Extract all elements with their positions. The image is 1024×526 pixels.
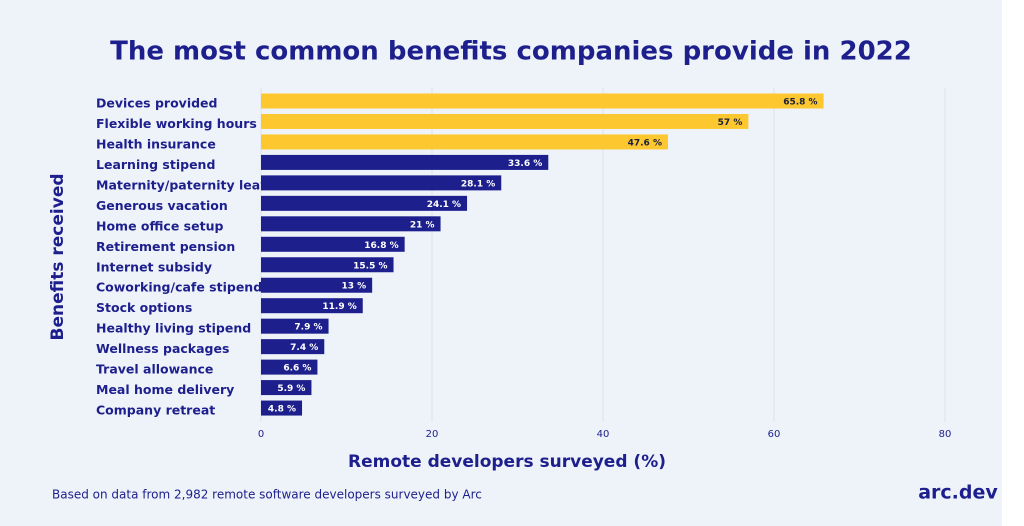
bar (261, 236, 405, 252)
bar (261, 400, 303, 416)
y-tick-label: Stock options (96, 300, 192, 315)
value-label: 15.5 % (353, 261, 387, 271)
y-tick-label: Healthy living stipend (96, 321, 251, 336)
bar (261, 216, 441, 232)
value-label: 4.8 % (268, 405, 296, 415)
bar (261, 339, 325, 355)
footnote: Based on data from 2,982 remote software… (52, 488, 482, 502)
x-tick-label: 0 (258, 429, 264, 440)
value-label: 33.6 % (508, 159, 542, 169)
y-tick-label: Travel allowance (96, 362, 213, 377)
y-tick-label: Wellness packages (96, 341, 229, 356)
value-label: 65.8 % (783, 98, 817, 108)
bar (261, 318, 329, 334)
value-label: 57 % (718, 118, 743, 128)
bar (261, 380, 312, 396)
value-label: 21 % (410, 220, 435, 230)
bar (261, 298, 363, 314)
x-tick-label: 80 (939, 429, 952, 440)
y-tick-label: Home office setup (96, 218, 223, 233)
y-tick-label: Internet subsidy (96, 259, 212, 274)
y-tick-label: Flexible working hours (96, 116, 257, 131)
bar (261, 359, 318, 375)
y-tick-label: Maternity/paternity leave (96, 177, 277, 192)
bar (261, 277, 373, 293)
x-tick-label: 20 (426, 429, 439, 440)
value-label: 24.1 % (427, 200, 461, 210)
value-label: 5.9 % (277, 384, 305, 394)
bar (261, 257, 394, 273)
value-label: 11.9 % (322, 302, 356, 312)
bar (261, 93, 824, 109)
x-tick-label: 60 (768, 429, 781, 440)
value-label: 47.6 % (628, 138, 662, 148)
chart-title: The most common benefits companies provi… (110, 37, 912, 67)
y-tick-label: Devices provided (96, 96, 217, 111)
y-tick-label: Meal home delivery (96, 382, 234, 397)
bar (261, 134, 668, 150)
bar (261, 195, 468, 211)
x-tick-label: 40 (597, 429, 610, 440)
brand: arc.dev (918, 482, 998, 504)
y-tick-label: Learning stipend (96, 157, 215, 172)
value-label: 7.9 % (294, 323, 322, 333)
bar (261, 175, 502, 191)
bar (261, 113, 749, 129)
y-tick-label: Company retreat (96, 403, 215, 418)
y-tick-label: Health insurance (96, 136, 216, 151)
value-label: 7.4 % (290, 343, 318, 353)
x-axis-label: Remote developers surveyed (%) (348, 452, 666, 472)
y-axis-label: Benefits received (48, 173, 68, 340)
y-tick-label: Generous vacation (96, 198, 228, 213)
value-label: 28.1 % (461, 179, 495, 189)
value-label: 6.6 % (283, 364, 311, 374)
background (0, 0, 1002, 526)
value-label: 13 % (341, 282, 366, 292)
y-tick-label: Retirement pension (96, 239, 235, 254)
bar (261, 154, 549, 170)
value-label: 16.8 % (364, 241, 398, 251)
y-tick-label: Coworking/cafe stipend (96, 280, 262, 295)
